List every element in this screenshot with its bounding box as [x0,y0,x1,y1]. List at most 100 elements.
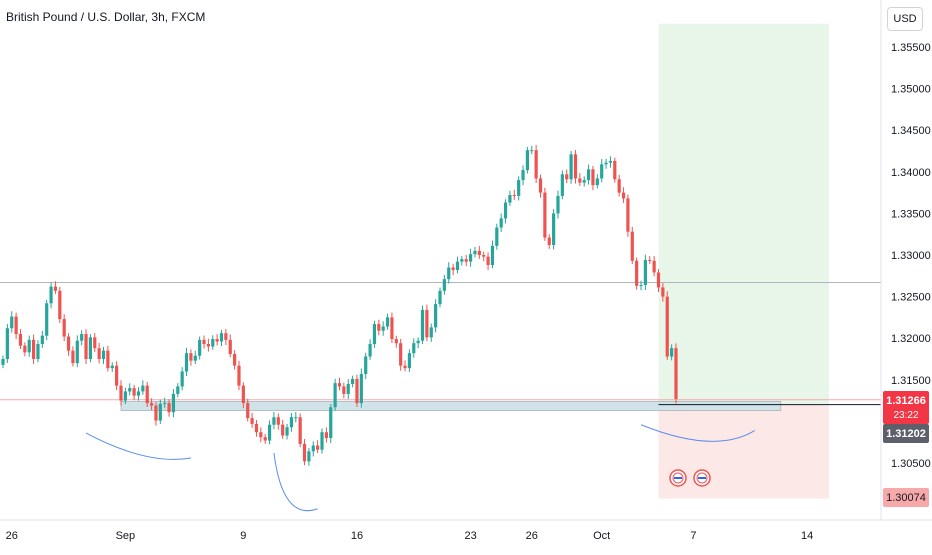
candle-body [342,386,346,394]
stop-loss-zone[interactable] [658,404,829,499]
candle-body [420,309,425,341]
candle-body [123,391,127,401]
candle-body [351,378,355,384]
drawn-curve-middle[interactable] [273,452,318,512]
candle-body [320,432,324,450]
candle-body [189,353,193,361]
candle-body [586,169,591,181]
candle-body [560,174,564,196]
candle-body [416,340,420,344]
candle-body [14,316,18,335]
candle-body [394,339,398,344]
candle-body [180,371,184,387]
candle-body [626,198,630,232]
drawn-curve-right[interactable] [640,424,755,442]
candle-body [263,437,267,441]
candle-body [438,290,442,305]
candle-body [451,267,455,270]
candle-body [525,150,529,171]
candle-body [455,261,460,270]
candle-body [648,259,652,261]
candle-body [407,353,412,369]
candle-body [241,385,245,404]
price-tick-label: 1.35500 [891,42,931,54]
candle-body [219,333,224,342]
candle-body [635,260,639,286]
svg-text:1.31266: 1.31266 [886,395,926,407]
candle-body [141,385,145,392]
candle-body [27,339,31,353]
candle-body [224,333,228,340]
drawn-curve-left[interactable] [85,432,191,460]
candle-body [460,259,464,262]
candle-body [630,231,634,261]
price-tick-label: 1.31500 [891,375,931,387]
candle-body [259,432,263,438]
candle-body [206,344,210,347]
candle-body [674,348,678,399]
candle-body [49,286,53,304]
candle-body [399,343,403,366]
candle-body [115,365,119,386]
candle-body [31,339,36,359]
candle-body [503,202,508,219]
candle-body [80,334,84,341]
support-zone[interactable] [120,401,782,411]
candle-body [495,227,499,246]
candle-body [184,353,189,372]
candle-body [403,365,407,369]
candle-body [5,328,9,359]
profit-target-zone[interactable] [658,23,829,405]
currency-button[interactable]: USD [887,7,923,31]
economic-event-icon[interactable] [693,469,711,487]
candle-body [132,388,136,396]
candle-body [171,393,176,413]
candle-body [434,304,438,328]
candle-body [10,316,14,329]
time-tick-label: 14 [801,530,813,542]
candle-body [390,317,394,340]
candle-body [246,403,250,419]
candle-body [364,356,368,374]
price-tick-label: 1.32000 [891,333,931,345]
candle-body [62,319,66,337]
candle-body [302,443,307,462]
economic-event-icon[interactable] [669,469,687,487]
candle-body [482,255,486,257]
candle-body [154,405,158,421]
candle-body [442,279,446,291]
price-tick-label: 1.34500 [891,125,931,137]
chart-title: British Pound / U.S. Dollar, 3h, FXCM [6,10,206,24]
time-tick-label: 26 [6,530,18,542]
time-tick-label: 9 [240,530,246,542]
candle-body [97,348,101,359]
price-axis[interactable]: 1.35500 1.35000 1.34500 1.34000 1.33500 1.330… [891,42,931,470]
candle-body [512,195,516,197]
candle-body [202,339,206,345]
candle-body [193,355,197,361]
candle-body [58,290,62,320]
price-tick-label: 1.32500 [891,292,931,304]
candle-body [307,451,311,462]
candle-body [604,162,608,165]
candle-body [75,340,79,364]
candle-body [656,272,661,288]
candle-body [477,250,481,255]
candle-body [18,334,23,346]
candle-body [53,286,58,291]
candle-body [106,350,110,369]
time-axis[interactable]: 26 Sep 9 16 23 26 Oct 7 14 [6,530,814,542]
candle-body [176,386,180,394]
candle-body [381,326,385,331]
candle-body [652,260,656,273]
candle-body [543,192,547,238]
candle-body [508,195,512,203]
stop-price-badge: 1.30074 [883,488,929,507]
candle-body [71,350,75,364]
candle-body [538,178,543,193]
svg-text:1.30074: 1.30074 [886,492,926,504]
candle-body [211,339,215,347]
candle-body [425,309,429,338]
